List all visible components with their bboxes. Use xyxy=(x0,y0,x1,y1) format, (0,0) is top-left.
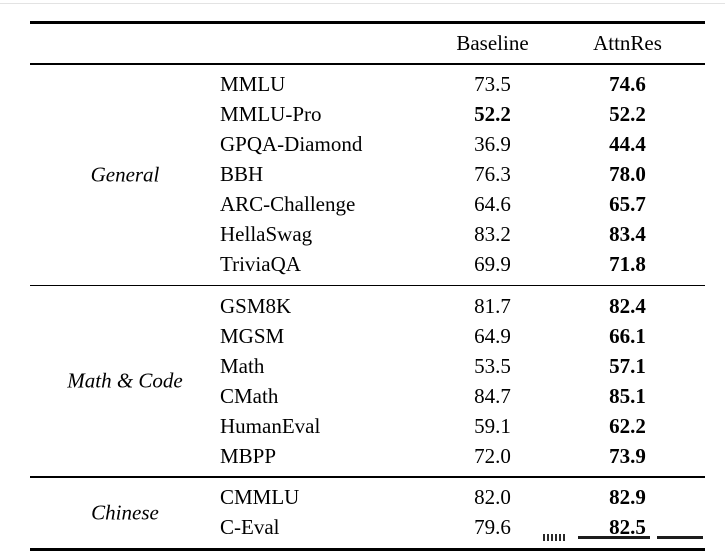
table-row: MMLU-Pro 52.2 52.2 xyxy=(30,100,705,130)
baseline-value: 84.7 xyxy=(474,383,511,408)
benchmark-name: MGSM xyxy=(220,323,285,348)
attnres-value: 78.0 xyxy=(609,162,646,187)
baseline-value: 53.5 xyxy=(474,353,511,378)
column-header-attnres: AttnRes xyxy=(593,31,662,55)
table-row: MGSM 64.9 66.1 xyxy=(30,321,705,351)
benchmark-name: MBPP xyxy=(220,443,277,468)
benchmark-name: CMMLU xyxy=(220,485,300,510)
attnres-value: 82.9 xyxy=(609,485,646,510)
table-section-math-code: Math & Code GSM8K 81.7 82.4 MGSM 64.9 66.1 Math… xyxy=(30,286,705,476)
benchmark-name: MMLU xyxy=(220,72,286,97)
attnres-value: 83.4 xyxy=(609,222,646,247)
table-row: MBPP 72.0 73.9 xyxy=(30,441,705,471)
benchmark-name: HumanEval xyxy=(220,413,321,438)
benchmark-name: GPQA-Diamond xyxy=(220,132,363,157)
table-row: Math 53.5 57.1 xyxy=(30,351,705,381)
category-label-math-code: Math & Code xyxy=(67,368,183,393)
baseline-value: 64.6 xyxy=(474,192,511,217)
table-row: CMMLU 82.0 82.9 xyxy=(30,483,705,513)
table-section-general: General MMLU 73.5 74.6 MMLU-Pro 52.2 52.2 GPQA-… xyxy=(30,65,705,285)
table-bottom-rule xyxy=(30,547,705,551)
scan-artifact-dash xyxy=(657,536,703,539)
table-row: ARC-Challenge 64.6 65.7 xyxy=(30,190,705,220)
attnres-value: 74.6 xyxy=(609,72,646,97)
header-divider-rule xyxy=(30,63,705,65)
category-label-chinese: Chinese xyxy=(91,500,159,525)
scan-artifact-dash xyxy=(578,536,650,539)
section-divider-rule xyxy=(30,284,705,287)
table-body: General MMLU 73.5 74.6 MMLU-Pro 52.2 52.2 GPQA-… xyxy=(30,65,705,551)
baseline-value: 79.6 xyxy=(474,515,511,540)
benchmark-name: TriviaQA xyxy=(220,252,301,277)
benchmark-results-table: Baseline AttnRes General MMLU 73.5 74.6 MMLU… xyxy=(30,21,705,551)
baseline-value: 82.0 xyxy=(474,485,511,510)
attnres-value: 66.1 xyxy=(609,323,646,348)
benchmark-name: BBH xyxy=(220,162,264,187)
attnres-value: 57.1 xyxy=(609,353,646,378)
baseline-value: 83.2 xyxy=(474,222,511,247)
page-top-border xyxy=(0,3,725,4)
table-row: CMath 84.7 85.1 xyxy=(30,381,705,411)
attnres-value: 52.2 xyxy=(609,102,646,127)
baseline-value: 52.2 xyxy=(474,102,511,127)
table-row: TriviaQA 69.9 71.8 xyxy=(30,250,705,280)
column-header-baseline: Baseline xyxy=(456,31,529,55)
attnres-value: 73.9 xyxy=(609,443,646,468)
benchmark-name: ARC-Challenge xyxy=(220,192,356,217)
table-row: MMLU 73.5 74.6 xyxy=(30,70,705,100)
baseline-value: 76.3 xyxy=(474,162,511,187)
section-divider-rule xyxy=(30,476,705,478)
attnres-value: 44.4 xyxy=(609,132,646,157)
table-row: GPQA-Diamond 36.9 44.4 xyxy=(30,130,705,160)
table-top-rule xyxy=(30,21,705,24)
attnres-value: 82.5 xyxy=(609,515,646,540)
attnres-value: 65.7 xyxy=(609,192,646,217)
baseline-value: 59.1 xyxy=(474,413,511,438)
scan-artifact-hatch xyxy=(543,534,567,541)
benchmark-name: C-Eval xyxy=(220,515,280,540)
benchmark-name: MMLU-Pro xyxy=(220,102,322,127)
category-label-general: General xyxy=(90,162,160,187)
benchmark-name: HellaSwag xyxy=(220,222,313,247)
table-row: HellaSwag 83.2 83.4 xyxy=(30,220,705,250)
table-section-chinese: Chinese CMMLU 82.0 82.9 C-Eval 79.6 82.5 xyxy=(30,478,705,548)
benchmark-name: CMath xyxy=(220,383,279,408)
baseline-value: 64.9 xyxy=(474,323,511,348)
table-row: BBH 76.3 78.0 xyxy=(30,160,705,190)
table-header-row: Baseline AttnRes xyxy=(30,24,705,63)
attnres-value: 82.4 xyxy=(609,293,646,318)
baseline-value: 36.9 xyxy=(474,132,511,157)
baseline-value: 72.0 xyxy=(474,443,511,468)
benchmark-name: GSM8K xyxy=(220,293,292,318)
baseline-value: 69.9 xyxy=(474,252,511,277)
attnres-value: 71.8 xyxy=(609,252,646,277)
table-row: GSM8K 81.7 82.4 xyxy=(30,291,705,321)
attnres-value: 62.2 xyxy=(609,413,646,438)
table-row: HumanEval 59.1 62.2 xyxy=(30,411,705,441)
baseline-value: 73.5 xyxy=(474,72,511,97)
table-row: C-Eval 79.6 82.5 xyxy=(30,513,705,543)
attnres-value: 85.1 xyxy=(609,383,646,408)
benchmark-name: Math xyxy=(220,353,265,378)
baseline-value: 81.7 xyxy=(474,293,511,318)
